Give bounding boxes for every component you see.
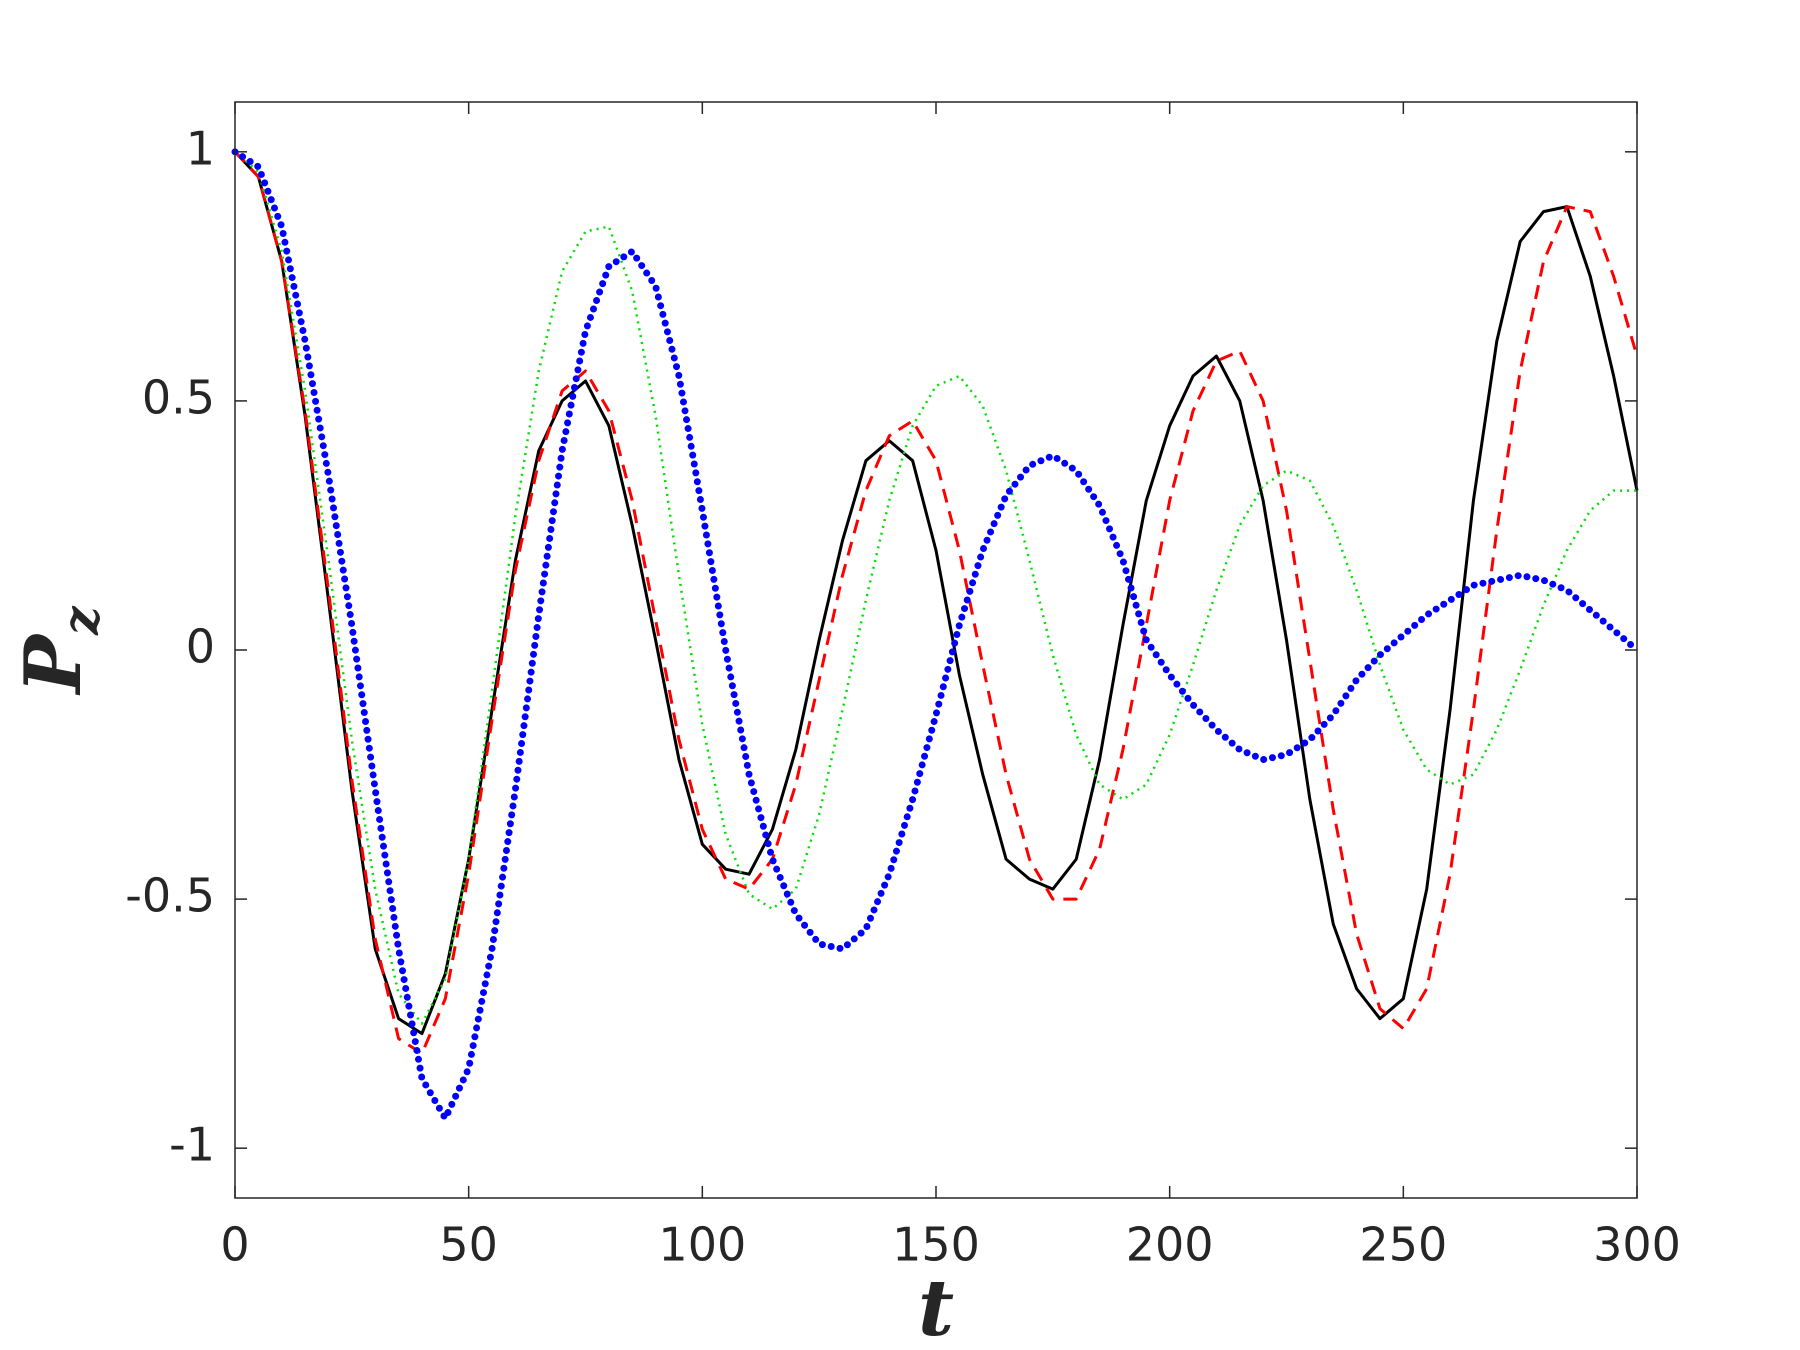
- y-tick-label: -0.5: [125, 869, 215, 923]
- series-line: [233, 150, 1639, 1036]
- x-tick-label: 250: [1359, 1218, 1447, 1272]
- x-tick-label: 300: [1593, 1218, 1681, 1272]
- y-axis-label-sub: z: [51, 605, 110, 636]
- y-tick-label: -1: [169, 1118, 215, 1172]
- y-tick-label: 0.5: [142, 370, 215, 424]
- y-axis-label-main: P: [8, 633, 99, 696]
- x-axis-label: t: [918, 1263, 954, 1350]
- y-tick-label: 0: [186, 620, 215, 674]
- x-tick-label: 100: [658, 1218, 746, 1272]
- x-tick-label: 0: [220, 1218, 249, 1272]
- x-tick-label: 150: [892, 1218, 980, 1272]
- y-tick-label: 1: [186, 121, 215, 175]
- x-tick-label: 50: [439, 1218, 498, 1272]
- x-tick-label: 200: [1126, 1218, 1214, 1272]
- series-line: [231, 148, 1641, 1122]
- plot-frame: [234, 101, 1638, 1199]
- series-line: [234, 150, 1637, 1025]
- y-axis-label: Pz: [8, 605, 110, 696]
